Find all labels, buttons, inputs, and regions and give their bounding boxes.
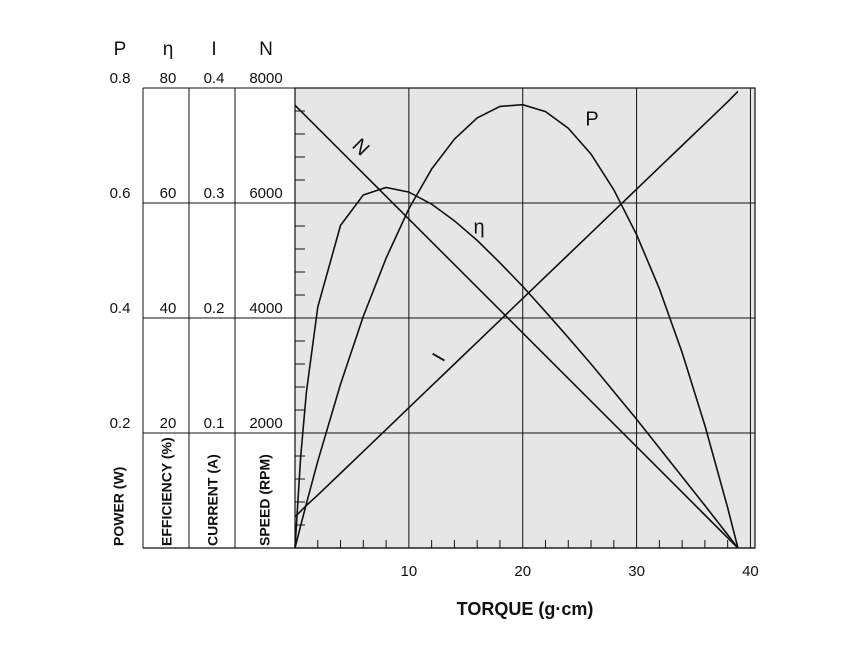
- x-tick-label: 30: [628, 563, 645, 580]
- axis-symbol: I: [211, 39, 216, 60]
- y-tick-label: 0.4: [204, 70, 225, 87]
- x-tick-label: 40: [742, 563, 759, 580]
- curve-label: P: [585, 108, 598, 130]
- y-tick-label: 40: [160, 300, 177, 317]
- y-tick-label: 0.4: [110, 300, 131, 317]
- axis-label: SPEED (RPM): [257, 454, 273, 546]
- x-tick-label: 10: [401, 563, 418, 580]
- y-tick-label: 0.6: [110, 185, 131, 202]
- curve-label: η: [473, 216, 484, 238]
- axis-symbol: η: [163, 39, 174, 60]
- y-tick-label: 0.1: [204, 415, 225, 432]
- axis-label: CURRENT (A): [205, 454, 221, 546]
- y-tick-label: 0.3: [204, 185, 225, 202]
- y-tick-label: 60: [160, 185, 177, 202]
- curve: [294, 186, 739, 549]
- axis-symbol: N: [259, 39, 273, 60]
- axis-symbol: P: [114, 39, 127, 60]
- axis-label: EFFICIENCY (%): [159, 437, 175, 546]
- x-tick-label: 20: [514, 563, 531, 580]
- y-tick-label: 80: [160, 70, 177, 87]
- y-tick-label: 20: [160, 415, 177, 432]
- y-tick-label: 2000: [249, 415, 282, 432]
- y-tick-label: 0.2: [110, 415, 131, 432]
- curve: [294, 103, 739, 549]
- curve: [294, 90, 739, 518]
- y-tick-label: 0.8: [110, 70, 131, 87]
- y-tick-label: 6000: [249, 185, 282, 202]
- y-tick-label: 0.2: [204, 300, 225, 317]
- y-tick-label: 8000: [249, 70, 282, 87]
- y-tick-label: 4000: [249, 300, 282, 317]
- x-axis-title: TORQUE (g·cm): [457, 599, 594, 619]
- plot-frame: [294, 87, 756, 549]
- curve: [294, 104, 739, 549]
- axis-label: POWER (W): [111, 467, 127, 546]
